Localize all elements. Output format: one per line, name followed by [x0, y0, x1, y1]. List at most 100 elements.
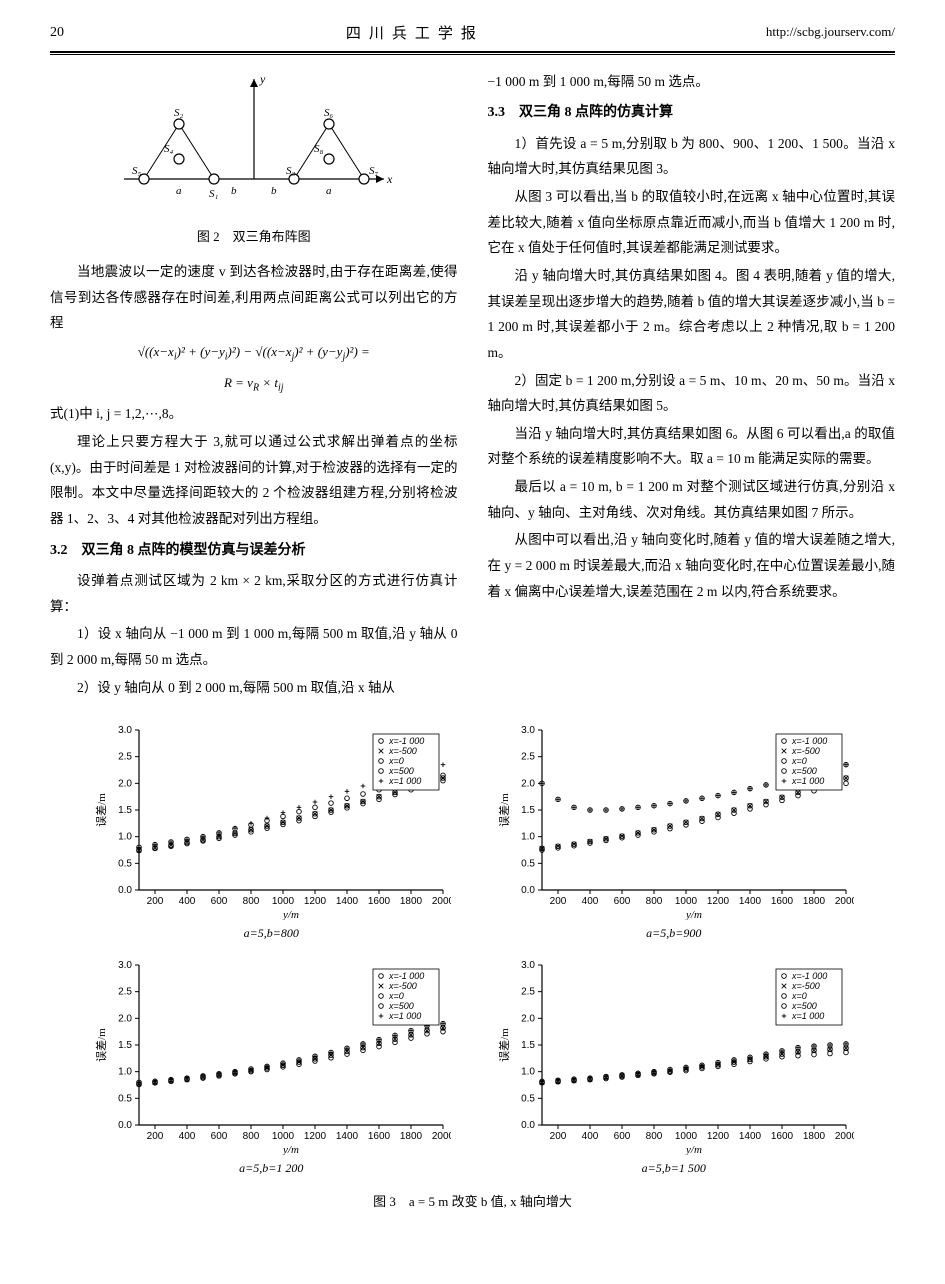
- svg-text:2.5: 2.5: [521, 752, 535, 763]
- svg-text:y: y: [259, 72, 266, 86]
- svg-text:600: 600: [211, 896, 228, 907]
- page-header: 20 四川兵工学报 http://scbg.jourserv.com/: [50, 20, 895, 53]
- svg-text:600: 600: [613, 1131, 630, 1142]
- body-columns: xyS₁S₂S₃S₄S₅S₆S₇S₈abba 图 2 双三角布阵图 当地震波以一…: [50, 69, 895, 703]
- svg-text:S₄: S₄: [164, 143, 174, 155]
- svg-text:x=1 000: x=1 000: [791, 1011, 824, 1021]
- svg-text:2000: 2000: [432, 1131, 451, 1142]
- svg-text:1800: 1800: [400, 1131, 423, 1142]
- svg-text:1.0: 1.0: [118, 832, 132, 843]
- equation-line-1: √((x−xi)² + (y−yi)²) − √((x−xj)² + (y−yj…: [50, 340, 458, 367]
- svg-text:1800: 1800: [803, 1131, 826, 1142]
- svg-text:S₃: S₃: [286, 165, 296, 177]
- svg-text:S₂: S₂: [174, 107, 184, 119]
- svg-text:x=500: x=500: [388, 766, 414, 776]
- svg-text:0.0: 0.0: [521, 1120, 535, 1131]
- paragraph: 2）设 y 轴向从 0 到 2 000 m,每隔 500 m 取值,沿 x 轴从: [50, 675, 458, 701]
- svg-text:2000: 2000: [835, 1131, 854, 1142]
- svg-text:2.5: 2.5: [521, 987, 535, 998]
- svg-text:1800: 1800: [803, 896, 826, 907]
- svg-text:x=-500: x=-500: [388, 746, 417, 756]
- svg-text:1600: 1600: [368, 896, 391, 907]
- svg-text:a: a: [326, 185, 332, 197]
- figure-3-block: 0.0 0.5 1.0 1.5 2.0 2.5 3.0 200 400 600 800 1000 120…: [50, 720, 895, 1214]
- section-heading-3-2: 3.2 双三角 8 点阵的模型仿真与误差分析: [50, 538, 458, 565]
- svg-text:1200: 1200: [707, 1131, 730, 1142]
- section-heading-3-3: 3.3 双三角 8 点阵的仿真计算: [488, 100, 896, 127]
- svg-text:0.5: 0.5: [521, 859, 535, 870]
- svg-text:0.0: 0.0: [118, 1120, 132, 1131]
- svg-text:x=0: x=0: [388, 756, 404, 766]
- svg-text:600: 600: [211, 1131, 228, 1142]
- svg-text:2.0: 2.0: [118, 1013, 132, 1024]
- svg-text:3.0: 3.0: [521, 960, 535, 971]
- svg-text:400: 400: [581, 1131, 598, 1142]
- svg-text:2.5: 2.5: [118, 987, 132, 998]
- scatter-chart: 0.00.51.01.52.02.53.02004006008001000120…: [91, 720, 451, 920]
- svg-text:S₈: S₈: [314, 143, 324, 155]
- svg-text:x=-500: x=-500: [791, 746, 820, 756]
- svg-text:x=1 000: x=1 000: [388, 776, 421, 786]
- svg-text:S₁: S₁: [209, 188, 219, 200]
- svg-text:1600: 1600: [771, 896, 794, 907]
- svg-text:b: b: [271, 185, 277, 197]
- paragraph: 从图中可以看出,沿 y 轴向变化时,随着 y 值的增大误差随之增大,在 y = …: [488, 527, 896, 604]
- journal-url: http://scbg.jourserv.com/: [766, 20, 895, 49]
- figure-3-grid: 0.0 0.5 1.0 1.5 2.0 2.5 3.0 200 400 600 800 1000 120…: [50, 720, 895, 1180]
- chart-subcaption: a=5,b=900: [493, 922, 856, 945]
- svg-text:200: 200: [147, 896, 164, 907]
- svg-text:1200: 1200: [304, 1131, 327, 1142]
- svg-text:x=500: x=500: [388, 1001, 414, 1011]
- chart-panel: 0.00.51.01.52.02.53.02004006008001000120…: [90, 720, 453, 945]
- svg-text:600: 600: [613, 896, 630, 907]
- svg-text:误差/m: 误差/m: [94, 1028, 108, 1062]
- svg-text:1600: 1600: [771, 1131, 794, 1142]
- figure-3-caption: 图 3 a = 5 m 改变 b 值, x 轴向增大: [50, 1190, 895, 1215]
- svg-text:S₇: S₇: [369, 165, 379, 177]
- svg-text:x=-1 000: x=-1 000: [388, 736, 424, 746]
- svg-text:0.5: 0.5: [118, 1093, 132, 1104]
- svg-text:800: 800: [645, 896, 662, 907]
- scatter-chart: 0.00.51.01.52.02.53.02004006008001000120…: [91, 955, 451, 1155]
- svg-text:1000: 1000: [675, 1131, 698, 1142]
- svg-text:1.0: 1.0: [521, 1067, 535, 1078]
- svg-text:800: 800: [243, 1131, 260, 1142]
- figure-2-caption: 图 2 双三角布阵图: [50, 225, 458, 250]
- svg-text:1800: 1800: [400, 896, 423, 907]
- svg-text:1000: 1000: [272, 1131, 295, 1142]
- paragraph: 最后以 a = 10 m, b = 1 200 m 对整个测试区域进行仿真,分别…: [488, 474, 896, 525]
- svg-text:1.0: 1.0: [118, 1067, 132, 1078]
- left-column: xyS₁S₂S₃S₄S₅S₆S₇S₈abba 图 2 双三角布阵图 当地震波以一…: [50, 69, 458, 703]
- svg-text:2.0: 2.0: [521, 1013, 535, 1024]
- paragraph: −1 000 m 到 1 000 m,每隔 50 m 选点。: [488, 69, 896, 95]
- svg-text:1.0: 1.0: [521, 832, 535, 843]
- svg-text:1400: 1400: [336, 1131, 359, 1142]
- svg-text:2000: 2000: [835, 896, 854, 907]
- paragraph: 从图 3 可以看出,当 b 的取值较小时,在远离 x 轴中心位置时,其误差比较大…: [488, 184, 896, 261]
- svg-text:y/m: y/m: [685, 1144, 702, 1155]
- figure-2-diagram: xyS₁S₂S₃S₄S₅S₆S₇S₈abba: [114, 69, 394, 219]
- svg-text:x=-1 000: x=-1 000: [791, 971, 827, 981]
- svg-text:1400: 1400: [739, 1131, 762, 1142]
- svg-text:1.5: 1.5: [118, 1040, 132, 1051]
- svg-text:误差/m: 误差/m: [497, 1028, 511, 1062]
- svg-text:x=-1 000: x=-1 000: [388, 971, 424, 981]
- svg-text:x=-500: x=-500: [388, 981, 417, 991]
- svg-text:1000: 1000: [675, 896, 698, 907]
- paragraph: 沿 y 轴向增大时,其仿真结果如图 4。图 4 表明,随着 y 值的增大,其误差…: [488, 263, 896, 366]
- svg-text:1200: 1200: [707, 896, 730, 907]
- svg-text:a: a: [176, 185, 182, 197]
- svg-text:x=0: x=0: [791, 991, 807, 1001]
- svg-text:2.0: 2.0: [521, 779, 535, 790]
- chart-panel: 0.00.51.01.52.02.53.02004006008001000120…: [90, 955, 453, 1180]
- svg-text:S₆: S₆: [324, 107, 334, 119]
- svg-text:x=-1 000: x=-1 000: [791, 736, 827, 746]
- svg-text:x=1 000: x=1 000: [388, 1011, 421, 1021]
- svg-text:0.5: 0.5: [118, 859, 132, 870]
- journal-title: 四川兵工学报: [346, 20, 484, 49]
- svg-text:0.5: 0.5: [521, 1093, 535, 1104]
- paragraph: 2）固定 b = 1 200 m,分别设 a = 5 m、10 m、20 m、5…: [488, 368, 896, 419]
- svg-text:误差/m: 误差/m: [94, 793, 108, 827]
- svg-text:200: 200: [549, 1131, 566, 1142]
- svg-text:y/m: y/m: [685, 909, 702, 920]
